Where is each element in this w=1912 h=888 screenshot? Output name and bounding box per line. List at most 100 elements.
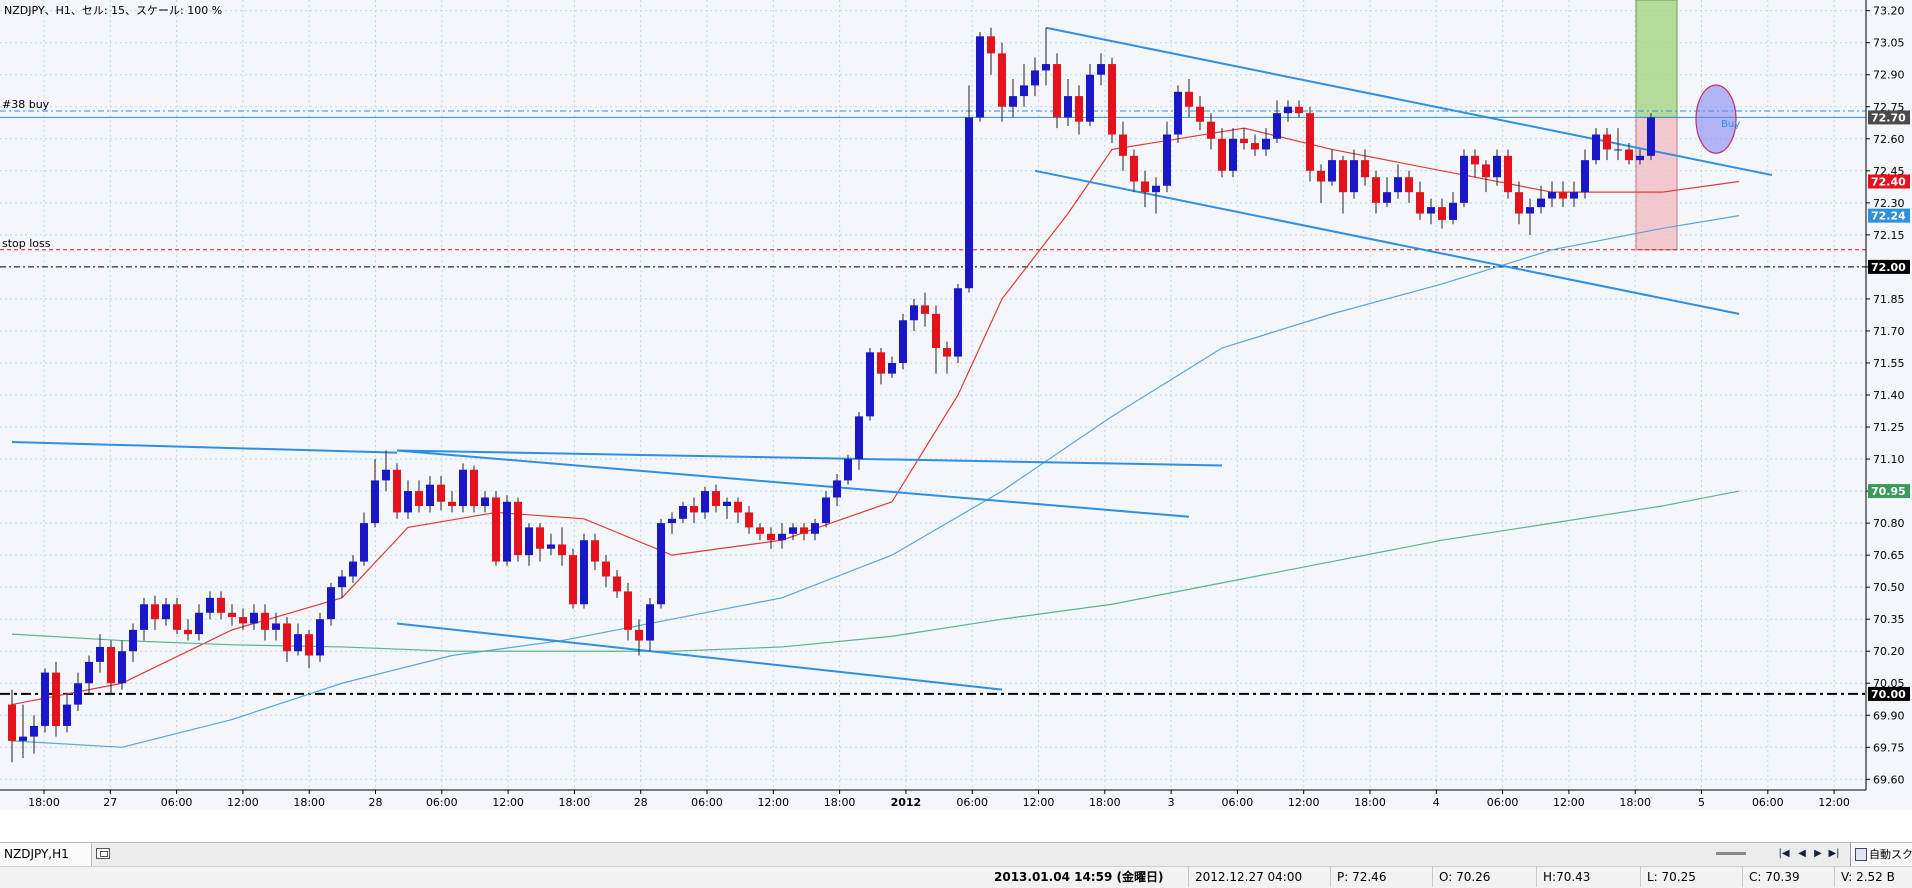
first-bar-icon[interactable]: |◀ [1778,848,1790,859]
candle-body [228,612,236,618]
candle-body [1603,134,1611,150]
candle-body [1119,134,1127,156]
candle-body [360,523,368,562]
candle-body [635,629,643,641]
candle-body [1625,149,1633,161]
candle-body [1218,138,1226,171]
candle-body [844,459,852,481]
candle-body [382,469,390,481]
time-tick-label: 06:00 [1752,796,1784,809]
candle-body [492,497,500,562]
candle-body [1020,85,1028,97]
candle-body [316,619,324,656]
time-tick-label: 06:00 [1487,796,1519,809]
candle-body [294,634,302,652]
candle-body [1647,117,1655,156]
price-badge [1868,686,1910,701]
candle-body [1559,192,1567,199]
candle-body [1185,91,1193,107]
chart-tab-nzdjpy[interactable]: NZDJPY,H1 [0,843,92,866]
price-tick-label: 73.05 [1873,37,1905,50]
candle-body [52,672,60,726]
candle-body [1075,96,1083,122]
trendline [396,449,1223,467]
candle-body [1152,185,1160,193]
candle-body [140,604,148,630]
candle-body [1526,207,1534,214]
price-badge-label: 72.00 [1871,261,1906,274]
candle-body [558,544,566,556]
candle-body [1229,138,1237,171]
window-icon[interactable] [96,848,110,859]
price-badge-label: 72.24 [1871,210,1906,223]
time-tick-label: 2012 [891,796,922,809]
price-tick-label: 70.50 [1873,581,1905,594]
chart-header: NZDJPY、H1、セル: 15、スケール: 100 % [4,4,223,17]
candle-body [822,497,830,524]
status-open: O: 70.26 [1432,867,1490,887]
status-bar: 2013.01.04 14:59 (金曜日) 2012.12.27 04:00 … [0,866,1912,888]
candle-body [1383,192,1391,203]
buy-marker-label: Buy [1721,119,1740,130]
candle-body [74,683,82,705]
chart-area[interactable]: Buy #38 buy stop loss 73.20 73.05 72.90 72.75 7… [0,0,1912,810]
scroll-thumb[interactable] [1716,852,1746,855]
time-tick-label: 12:00 [492,796,524,809]
next-icon[interactable]: ▶ [1814,848,1822,859]
candle-body [998,53,1006,107]
candle-body [866,352,874,417]
candle-body [1042,64,1050,71]
price-badge-label: 70.95 [1871,485,1906,498]
candle-body [162,604,170,620]
time-tick-label: 4 [1433,796,1440,809]
trendline [396,622,1003,691]
time-tick-label: 12:00 [1818,796,1850,809]
price-tick-label: 73.20 [1873,5,1905,18]
candle-body [1570,192,1578,199]
moving-average-fast [11,127,1740,706]
candle-body [943,348,951,357]
time-tick-label: 18:00 [559,796,591,809]
last-bar-icon[interactable]: ▶| [1828,848,1840,859]
candle-body [1394,177,1402,193]
sell-zone [1635,116,1678,251]
candle-body [272,623,280,630]
candle-body [404,491,412,513]
candle-body [1141,181,1149,193]
candle-body [965,117,973,289]
price-badge [1868,259,1910,274]
candle-body [1273,113,1281,139]
candle-body [514,501,522,556]
candle-body [470,469,478,507]
price-tick-label: 72.60 [1873,133,1905,146]
candle-body [1009,96,1017,107]
candle-body [437,484,445,502]
candle-body [1350,160,1358,193]
candle-body [327,587,335,620]
candle-body [1174,91,1182,135]
candle-body [1317,170,1325,182]
candle-body [283,623,291,652]
candle-body [789,527,797,534]
candle-body [30,725,38,737]
candle-body [151,604,159,620]
candle-body [954,288,962,357]
candle-body [987,36,995,54]
price-tick-label: 70.20 [1873,645,1905,658]
price-tick-label: 72.30 [1873,197,1905,210]
candle-body [569,555,577,605]
time-tick-label: 18:00 [1354,796,1386,809]
candle-body [657,523,665,605]
candle-body [1064,96,1072,118]
prev-icon[interactable]: ◀ [1798,848,1806,859]
time-tick-label: 06:00 [1222,796,1254,809]
candle-body [1207,121,1215,139]
candle-body [734,501,742,513]
autoscroll-button[interactable]: 自動スクロ [1850,843,1912,866]
price-tick-label: 72.15 [1873,229,1905,242]
time-tick-label: 28 [369,796,383,809]
candle-body [63,704,71,726]
trendline [11,440,398,454]
candle-body [668,518,676,524]
